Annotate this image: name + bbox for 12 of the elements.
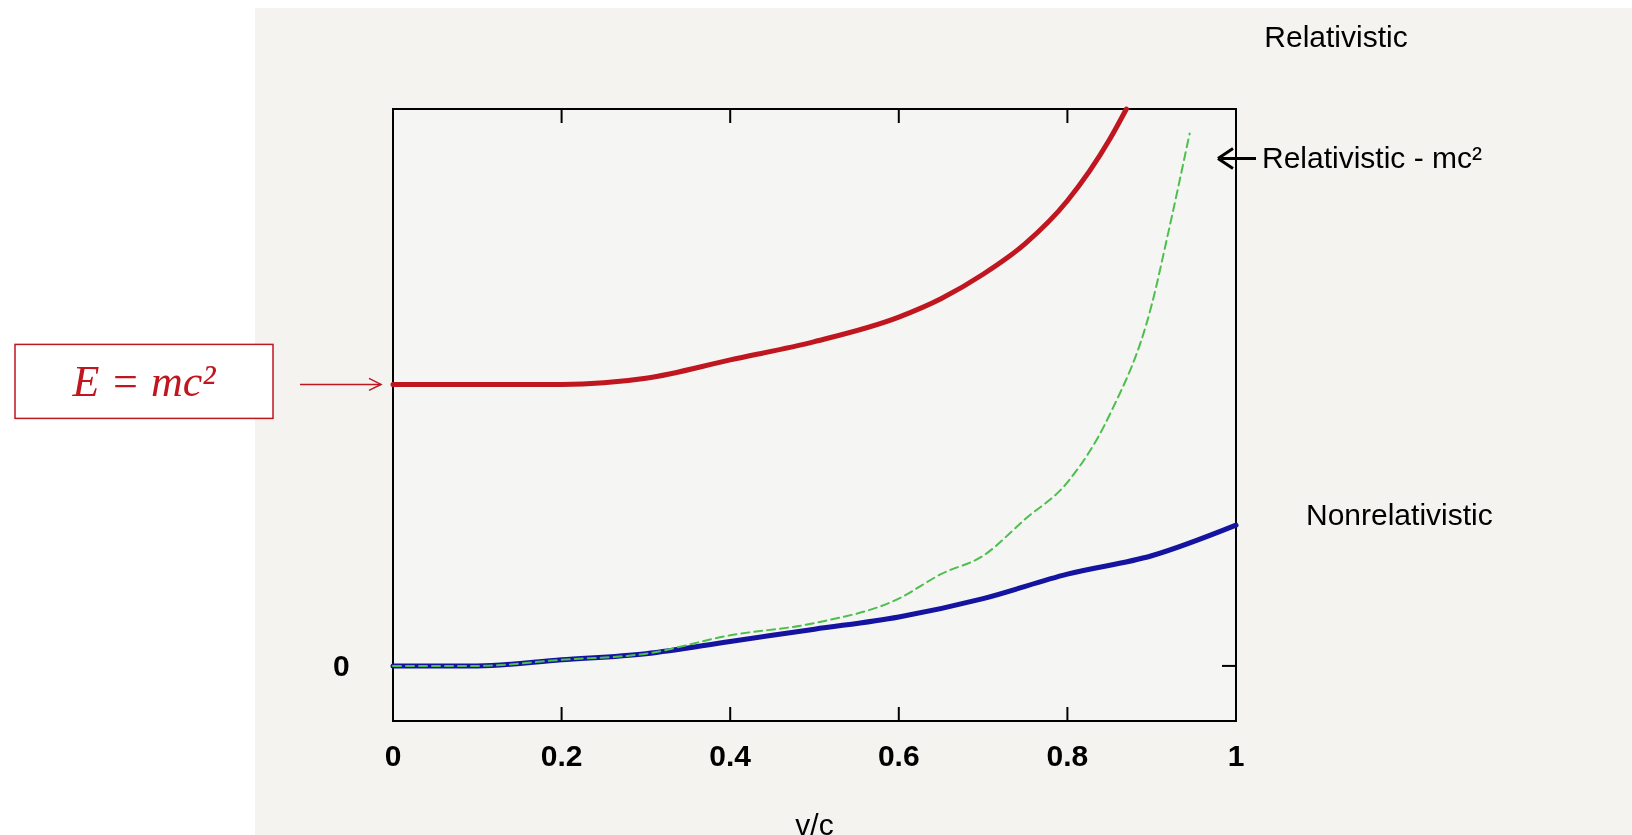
- text: Nonrelativistic: [1306, 498, 1493, 532]
- text: Relativistic - mc²: [1262, 141, 1483, 175]
- x-axis-title: v/c: [795, 808, 834, 835]
- x-tick-label: 0.6: [877, 739, 920, 772]
- x-tick-label: 0.2: [540, 739, 583, 772]
- text: 0: [333, 648, 350, 682]
- x-tick-label: 0.8: [1046, 739, 1089, 772]
- text: Relativistic: [1264, 20, 1408, 53]
- text: E = mc²: [71, 357, 217, 407]
- x-tick-label: 0: [384, 739, 402, 772]
- x-tick-label: 1: [1227, 739, 1245, 772]
- x-tick-label: 0.4: [709, 739, 752, 772]
